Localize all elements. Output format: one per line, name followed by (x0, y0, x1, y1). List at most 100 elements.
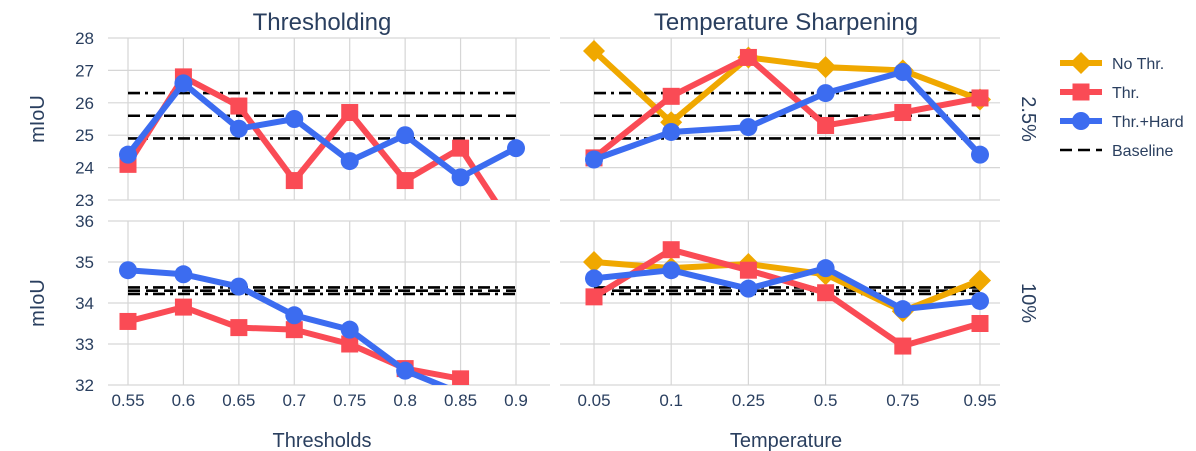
data-point-thr (174, 298, 192, 316)
data-point-thr-hard (816, 84, 835, 103)
x-tick-label: 0.65 (222, 391, 255, 410)
data-point-thr-hard (893, 63, 912, 82)
data-point-thr-hard (451, 168, 470, 187)
x-tick-label: 0.05 (577, 391, 610, 410)
x-axis-title-thresholds: Thresholds (273, 430, 372, 451)
data-point-thr-hard (174, 265, 193, 284)
data-point-thr-hard (340, 320, 359, 339)
x-tick-label: 0.75 (333, 391, 366, 410)
data-point-thr (341, 104, 359, 122)
legend-label-thr: Thr. (1112, 85, 1140, 102)
legend-label-no-thr: No Thr. (1112, 56, 1164, 73)
x-tick-label: 0.9 (504, 391, 528, 410)
x-tick-label: 0.5 (814, 391, 838, 410)
data-point-thr-hard (119, 145, 137, 164)
data-point-no-thr (583, 251, 605, 273)
series-line-thr-hard (592, 69, 983, 163)
x-tick-label: 0.1 (659, 391, 683, 410)
x-tick-label: 0.6 (172, 391, 196, 410)
y-tick-label: 28 (75, 29, 94, 48)
data-point-thr (230, 97, 248, 115)
data-point-thr-hard (971, 291, 989, 310)
y-tick-label: 34 (75, 294, 94, 313)
y-tick-label: 26 (75, 94, 94, 113)
series-line-thr-hard (125, 80, 518, 181)
x-tick-label: 0.25 (732, 391, 765, 410)
data-point-thr-hard (229, 277, 248, 296)
y-tick-label: 36 (75, 212, 94, 231)
data-point-thr (739, 261, 757, 279)
y-tick-label: 23 (75, 191, 94, 210)
series-line-thr-hard (593, 265, 981, 313)
data-point-no-thr (583, 39, 605, 62)
data-point-thr-hard (285, 306, 304, 325)
legend-marker-thr-hard (1072, 112, 1090, 130)
x-tick-label: 0.8 (393, 391, 417, 410)
series-markers-thr-hard (585, 259, 989, 319)
data-point-thr (341, 335, 359, 353)
facet-label-10-percent: 10% (1017, 283, 1039, 323)
data-point-thr (662, 87, 680, 105)
x-tick-label: 0.85 (444, 391, 477, 410)
data-point-thr-hard (396, 361, 415, 380)
data-point-thr (817, 284, 835, 302)
x-tick-label: 0.55 (111, 391, 144, 410)
x-tick-label: 0.95 (963, 391, 996, 410)
data-point-thr (971, 315, 989, 332)
data-point-thr-hard (739, 279, 758, 298)
x-tick-label: 0.7 (282, 391, 306, 410)
labels-layer: Thresholding Temperature Sharpening Thre… (27, 9, 1039, 451)
data-point-thr (285, 172, 303, 190)
subplot-title-thresholding: Thresholding (253, 9, 392, 36)
y-axis-title-bottom: mIoU (27, 279, 49, 327)
y-tick-label: 33 (75, 335, 94, 354)
data-point-thr (230, 319, 248, 337)
x-tick-label: 0.75 (886, 391, 919, 410)
y-axis-title-top: mIoU (27, 95, 49, 143)
data-point-thr-hard (507, 139, 525, 158)
data-point-thr (452, 370, 470, 385)
data-point-thr (585, 288, 603, 306)
data-point-thr-hard (119, 261, 137, 280)
data-point-thr-hard (285, 110, 304, 128)
data-point-thr (452, 139, 470, 157)
data-point-thr (971, 89, 989, 107)
series-markers-thr (119, 298, 470, 385)
series-line-thr (592, 246, 981, 350)
data-point-no-thr (969, 269, 991, 292)
series-line-thr (592, 54, 981, 161)
data-point-thr (894, 337, 912, 355)
data-point-thr-hard (739, 118, 758, 137)
y-tick-label: 25 (75, 126, 94, 145)
data-point-thr (817, 116, 835, 134)
series-markers-thr-hard (585, 63, 989, 169)
data-point-thr-hard (396, 126, 415, 145)
legend-marker-thr (1072, 83, 1090, 101)
data-point-thr (739, 48, 757, 66)
subplot-title-temperature-sharpening: Temperature Sharpening (654, 9, 918, 36)
facet-label-2-5-percent: 2.5% (1017, 96, 1039, 142)
data-point-thr-hard (229, 119, 248, 138)
legend: No Thr. Thr. Thr.+Hard Baseline (1060, 52, 1184, 160)
y-tick-label: 27 (75, 61, 94, 80)
legend-label-baseline: Baseline (1112, 143, 1173, 160)
data-point-thr-hard (662, 122, 681, 141)
data-point-thr-hard (585, 150, 603, 169)
data-point-thr-hard (585, 269, 603, 288)
data-point-thr (662, 241, 680, 259)
series-markers-thr-hard (119, 74, 525, 187)
data-point-thr (396, 172, 414, 190)
data-point-thr-hard (893, 300, 912, 319)
data-point-no-thr (814, 56, 837, 79)
legend-marker-no-thr (1070, 52, 1092, 74)
y-tick-label: 35 (75, 253, 94, 272)
legend-label-thr-hard: Thr.+Hard (1112, 114, 1184, 131)
y-tick-label: 24 (75, 159, 94, 178)
series-markers-thr (585, 241, 989, 355)
data-point-thr (119, 312, 137, 330)
data-point-thr (894, 104, 912, 122)
data-point-no-thr (660, 111, 683, 134)
data-point-thr (285, 321, 303, 339)
series-markers-thr-hard (119, 261, 415, 380)
